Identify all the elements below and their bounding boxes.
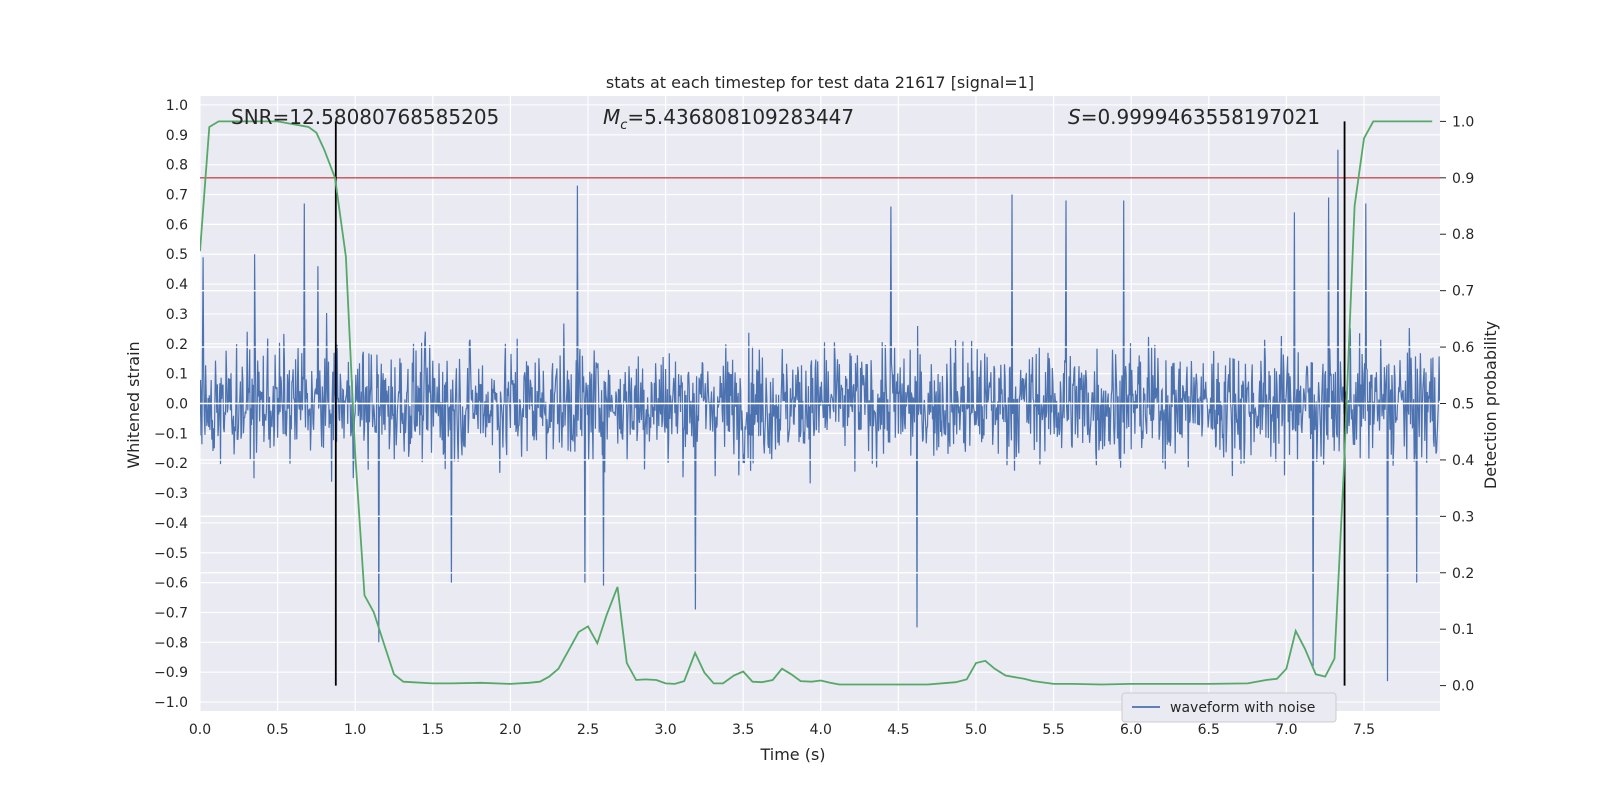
x-tick-label: 1.5	[422, 722, 444, 738]
x-tick-label: 1.0	[344, 722, 366, 738]
legend: waveform with noise	[1121, 692, 1337, 723]
y-axis-label: Whitened strain	[124, 341, 143, 468]
y-tick-label: −0.9	[154, 665, 188, 681]
y-tick-label: 0.5	[166, 247, 188, 263]
mc-subscript: c	[620, 118, 627, 133]
x-tick-label: 3.5	[732, 722, 754, 738]
detection-probability-line	[200, 120, 1433, 686]
x-tick-label: 5.5	[1042, 722, 1064, 738]
y-tick-label: −0.2	[154, 456, 188, 472]
y-tick-label: 0.2	[166, 337, 188, 353]
y-tick-label: −0.4	[154, 516, 188, 532]
y2-tick-label: 0.5	[1452, 397, 1474, 413]
x-tick-label: 6.5	[1198, 722, 1220, 738]
x-tick-label: 7.5	[1353, 722, 1375, 738]
x-tick-label: 3.0	[654, 722, 676, 738]
y-tick-label: −1.0	[154, 695, 188, 711]
chart-title: stats at each timestep for test data 216…	[606, 73, 1034, 92]
y2-tick-label: 0.7	[1452, 284, 1474, 300]
x-tick-label: 7.0	[1275, 722, 1297, 738]
y2-tick-label: 0.8	[1452, 227, 1474, 243]
mc-value: =5.436808109283447	[627, 105, 854, 129]
x-tick-label: 2.5	[577, 722, 599, 738]
y-tick-label: 0.4	[166, 277, 188, 293]
legend-label: waveform with noise	[1170, 700, 1315, 716]
x-tick-label: 2.0	[499, 722, 521, 738]
ticks: 0.0 0.5 1.0 1.5 2.0 2.5 3.0 3.5 4.0 4.5 5.0 5.5 6.0 6…	[154, 98, 1474, 738]
waveform-series	[200, 149, 1440, 682]
y-tick-label: 0.6	[166, 217, 188, 233]
y2-tick-label: 0.3	[1452, 509, 1474, 525]
y-tick-label: 0.0	[166, 397, 188, 413]
overlays	[200, 120, 1440, 686]
y-tick-label: 0.8	[166, 158, 188, 174]
y-tick-label: 0.1	[166, 367, 188, 383]
strain-line	[200, 149, 1440, 682]
chirp-mass-annotation: Mc=5.436808109283447	[603, 105, 854, 133]
y-tick-label: 0.9	[166, 128, 188, 144]
x-tick-label: 4.5	[887, 722, 909, 738]
x-tick-label: 5.0	[965, 722, 987, 738]
y-tick-label: −0.7	[154, 605, 188, 621]
legend-box	[1121, 692, 1337, 723]
y2-tick-label: 0.4	[1452, 453, 1474, 469]
x-tick-label: 0.0	[189, 722, 211, 738]
y-tick-label: −0.8	[154, 635, 188, 651]
y-tick-label: −0.6	[154, 576, 188, 592]
y-tick-label: 0.3	[166, 307, 188, 323]
mc-symbol: M	[603, 105, 620, 129]
y-tick-label: 1.0	[166, 98, 188, 114]
s-symbol: S	[1068, 105, 1081, 129]
snr-annotation: SNR=12.58080768585205	[231, 105, 499, 129]
y2-tick-label: 0.0	[1452, 679, 1474, 695]
x-axis-label: Time (s)	[759, 745, 825, 764]
x-tick-label: 0.5	[266, 722, 288, 738]
y-tick-label: 0.7	[166, 188, 188, 204]
y2-tick-label: 0.2	[1452, 566, 1474, 582]
x-tick-label: 6.0	[1120, 722, 1142, 738]
y2-tick-label: 1.0	[1452, 114, 1474, 130]
y2-tick-label: 0.9	[1452, 171, 1474, 187]
y-tick-label: −0.3	[154, 486, 188, 502]
y2-axis-label: Detection probability	[1481, 321, 1500, 489]
s-value: =0.9999463558197021	[1081, 105, 1320, 129]
y-tick-label: −0.5	[154, 546, 188, 562]
y-tick-label: −0.1	[154, 426, 188, 442]
x-tick-label: 4.0	[810, 722, 832, 738]
y2-tick-label: 0.1	[1452, 622, 1474, 638]
significance-annotation: S=0.9999463558197021	[1068, 105, 1320, 129]
y2-tick-label: 0.6	[1452, 340, 1474, 356]
